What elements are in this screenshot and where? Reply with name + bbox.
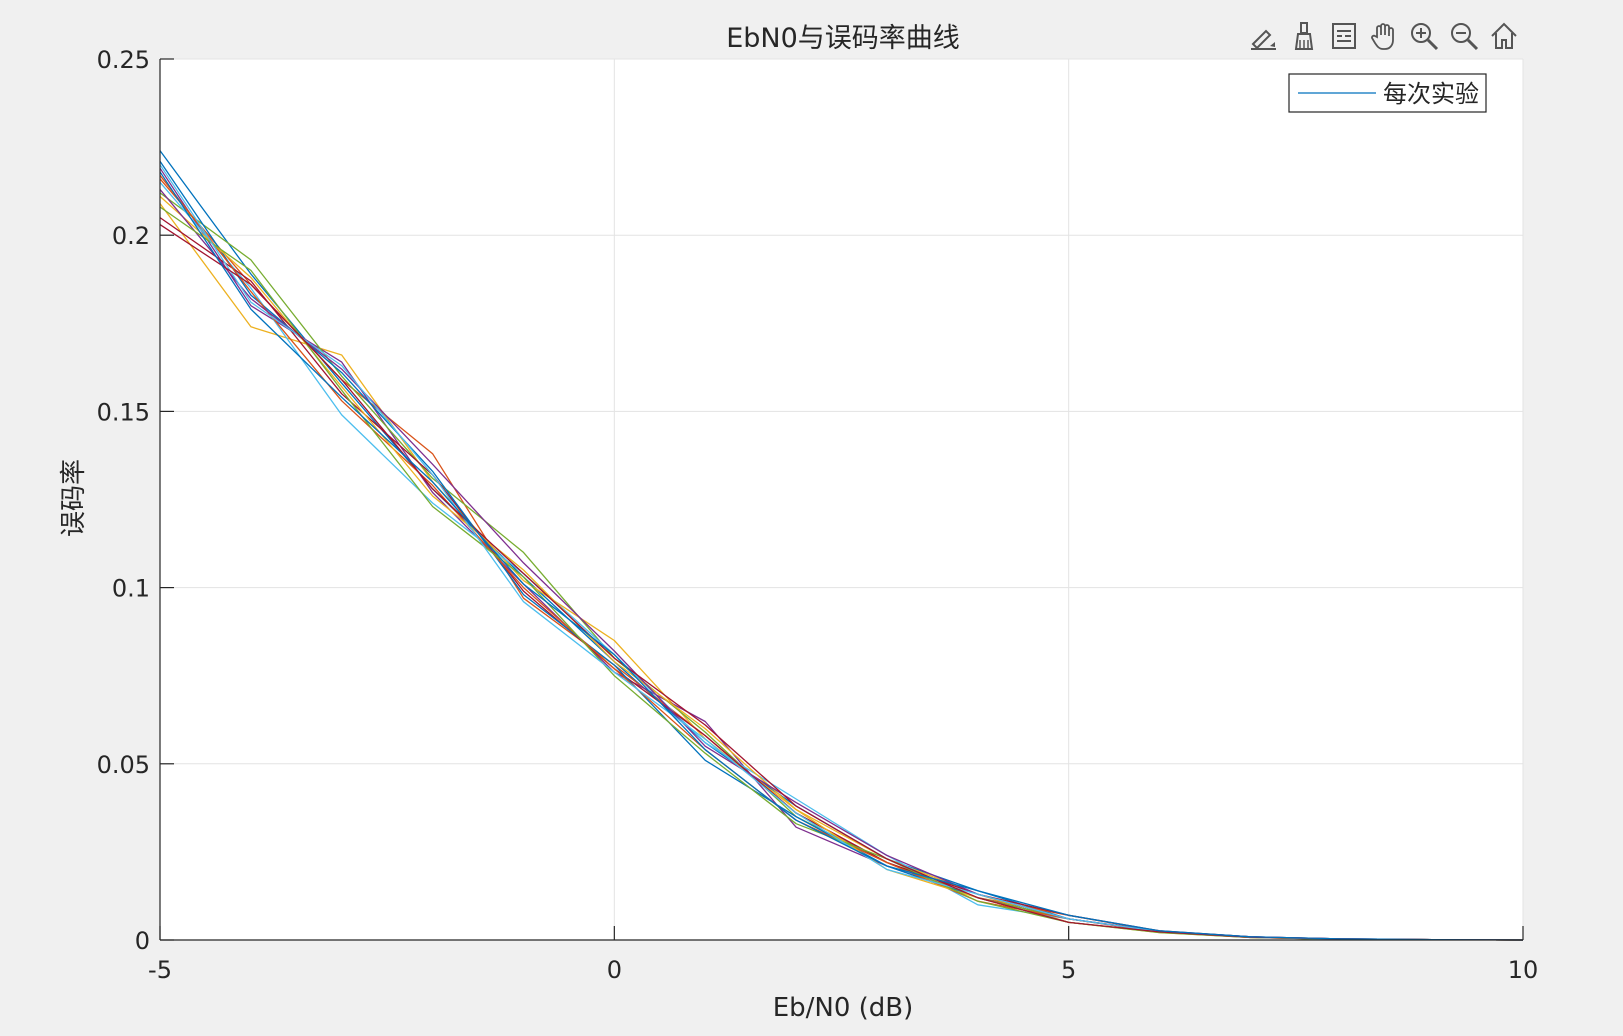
x-axis-label: Eb/N0 (dB) [773, 993, 914, 1023]
x-tick-label: 10 [1508, 956, 1539, 984]
legend-box [1288, 73, 1487, 113]
legend[interactable]: 每次实验 [1288, 73, 1487, 113]
data-tips-icon[interactable] [1246, 18, 1282, 54]
y-tick-label: 0.05 [97, 751, 150, 779]
x-tick-label: 0 [607, 956, 622, 984]
x-tick-label: -5 [148, 956, 172, 984]
pan-hand-icon[interactable] [1366, 18, 1402, 54]
y-axis-label: 误码率 [59, 459, 89, 537]
y-tick-label: 0.15 [97, 398, 150, 426]
brush-icon[interactable] [1286, 18, 1322, 54]
axes-toolbar [1246, 16, 1522, 56]
zoom-in-icon[interactable] [1406, 18, 1442, 54]
home-icon[interactable] [1486, 18, 1522, 54]
legend-toggle-icon[interactable] [1326, 18, 1362, 54]
x-tick-label: 5 [1061, 956, 1076, 984]
series-lines [159, 150, 1524, 941]
y-tick-label: 0.1 [112, 575, 150, 603]
series-line [159, 171, 1524, 941]
legend-entry: 每次实验 [1383, 80, 1479, 108]
y-tick-label: 0 [135, 927, 150, 955]
y-tick-label: 0.2 [112, 222, 150, 250]
zoom-out-icon[interactable] [1446, 18, 1482, 54]
chart-title: EbN0与误码率曲线 [726, 23, 960, 54]
axes [159, 59, 1523, 941]
y-tick-label: 0.25 [97, 46, 150, 74]
plot-area [160, 59, 1523, 940]
